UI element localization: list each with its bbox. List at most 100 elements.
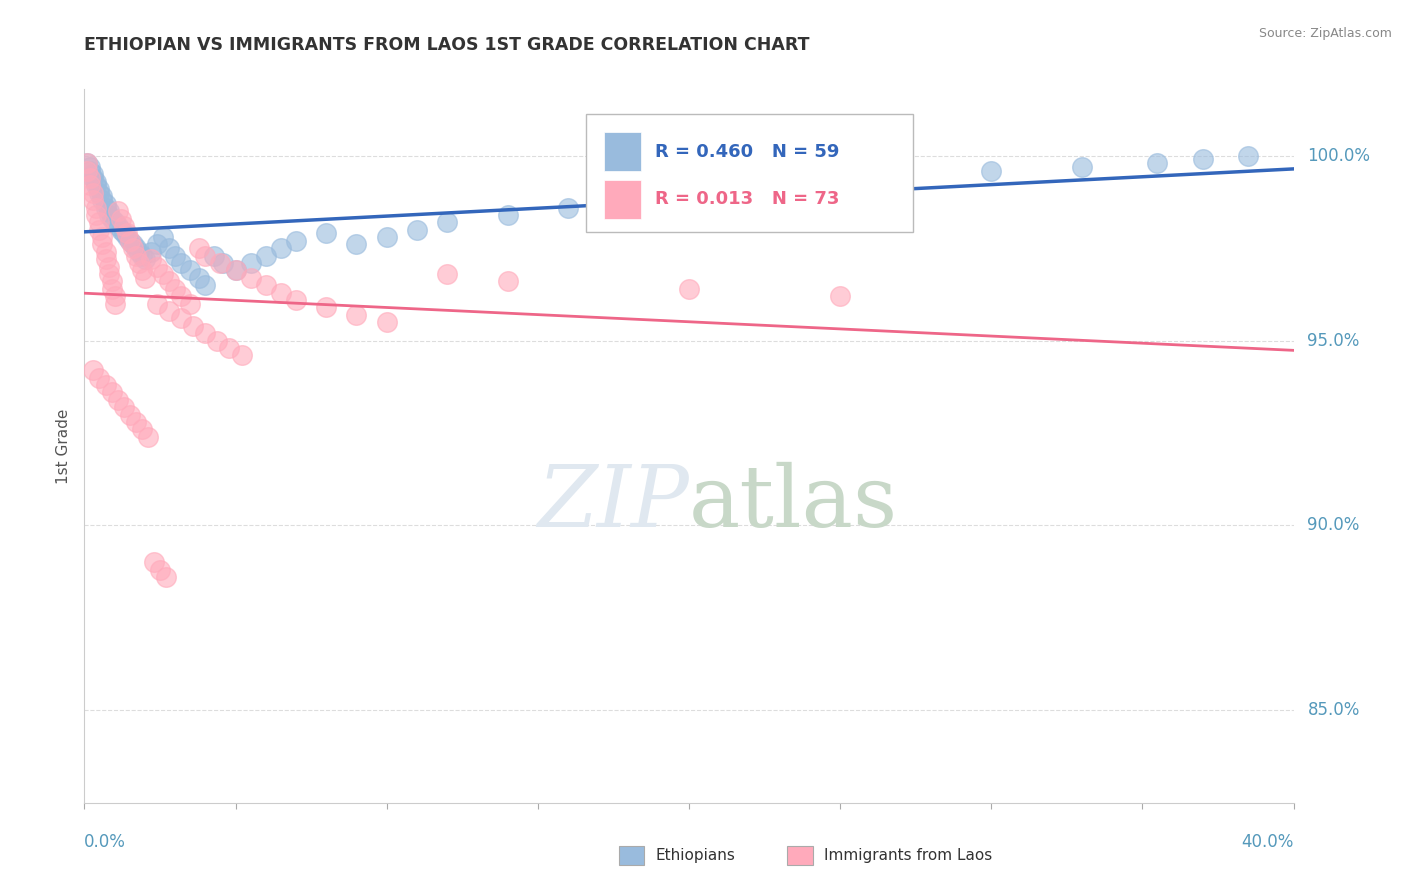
Point xyxy=(1237,149,1260,163)
Point xyxy=(181,318,204,333)
Point xyxy=(131,263,153,277)
Point xyxy=(406,223,429,237)
Point xyxy=(157,275,180,289)
Point xyxy=(830,289,852,303)
Point xyxy=(131,422,153,436)
Text: 95.0%: 95.0% xyxy=(1308,332,1360,350)
FancyBboxPatch shape xyxy=(605,180,641,219)
Point xyxy=(146,296,169,310)
Point xyxy=(82,363,104,377)
Point xyxy=(110,211,132,226)
Point xyxy=(112,227,135,241)
Point xyxy=(125,241,148,255)
FancyBboxPatch shape xyxy=(605,132,641,171)
Point xyxy=(270,241,292,255)
Point xyxy=(89,186,111,200)
Point xyxy=(139,244,162,259)
Point xyxy=(104,289,127,303)
Bar xyxy=(787,846,813,865)
Point xyxy=(104,296,127,310)
Point xyxy=(375,315,398,329)
Point xyxy=(194,326,217,341)
Point xyxy=(284,293,308,307)
Point xyxy=(107,392,129,407)
Point xyxy=(76,156,98,170)
Point xyxy=(218,341,240,355)
Text: 0.0%: 0.0% xyxy=(84,833,127,851)
Point xyxy=(125,249,148,263)
Text: ZIP: ZIP xyxy=(537,462,689,544)
Point xyxy=(149,563,172,577)
Text: Ethiopians: Ethiopians xyxy=(655,848,735,863)
Point xyxy=(170,311,193,326)
Point xyxy=(231,348,253,362)
Point xyxy=(94,201,117,215)
Point xyxy=(115,230,138,244)
Point xyxy=(170,256,193,270)
Point xyxy=(128,244,150,259)
Point xyxy=(375,230,398,244)
Point xyxy=(118,234,141,248)
Point xyxy=(118,408,141,422)
Point xyxy=(496,275,519,289)
Point xyxy=(89,223,111,237)
Point xyxy=(104,215,127,229)
Point xyxy=(82,170,104,185)
Point xyxy=(179,263,201,277)
Point xyxy=(107,204,129,219)
Text: Source: ZipAtlas.com: Source: ZipAtlas.com xyxy=(1258,27,1392,40)
Text: 100.0%: 100.0% xyxy=(1308,147,1371,165)
Text: 90.0%: 90.0% xyxy=(1308,516,1360,534)
Point xyxy=(125,415,148,429)
Point xyxy=(121,237,143,252)
Point xyxy=(1191,153,1213,167)
Point xyxy=(139,252,162,267)
Point xyxy=(194,278,217,293)
Point xyxy=(188,270,211,285)
Point xyxy=(207,334,229,348)
Point xyxy=(980,163,1002,178)
Point xyxy=(97,260,120,274)
Text: ETHIOPIAN VS IMMIGRANTS FROM LAOS 1ST GRADE CORRELATION CHART: ETHIOPIAN VS IMMIGRANTS FROM LAOS 1ST GR… xyxy=(84,36,810,54)
Point xyxy=(76,156,98,170)
Point xyxy=(254,278,277,293)
Point xyxy=(128,256,150,270)
Point xyxy=(315,301,337,315)
Point xyxy=(155,570,177,584)
Point xyxy=(346,308,368,322)
Point xyxy=(110,223,132,237)
Point xyxy=(89,182,111,196)
Point xyxy=(194,249,217,263)
Text: atlas: atlas xyxy=(689,461,898,545)
Point xyxy=(239,270,262,285)
Point xyxy=(179,296,201,310)
Point xyxy=(89,370,111,384)
Point xyxy=(152,267,174,281)
Point xyxy=(202,249,225,263)
Point xyxy=(100,211,122,226)
Point xyxy=(134,270,156,285)
Point xyxy=(496,208,519,222)
Point xyxy=(225,263,247,277)
Point xyxy=(79,170,101,185)
Point xyxy=(617,193,640,207)
Point xyxy=(86,178,108,193)
Point xyxy=(91,189,114,203)
Point xyxy=(799,178,821,193)
Text: 40.0%: 40.0% xyxy=(1241,833,1294,851)
Point xyxy=(118,234,141,248)
Point xyxy=(79,160,101,174)
Point xyxy=(890,170,912,185)
Point xyxy=(346,237,368,252)
Point xyxy=(112,219,135,233)
Point xyxy=(94,252,117,267)
Point xyxy=(91,230,114,244)
Point xyxy=(170,289,193,303)
Point xyxy=(209,256,232,270)
Point xyxy=(86,208,108,222)
Point xyxy=(709,186,731,200)
Point xyxy=(142,556,165,570)
Text: Immigrants from Laos: Immigrants from Laos xyxy=(824,848,993,863)
Point xyxy=(94,378,117,392)
Point xyxy=(97,208,120,222)
